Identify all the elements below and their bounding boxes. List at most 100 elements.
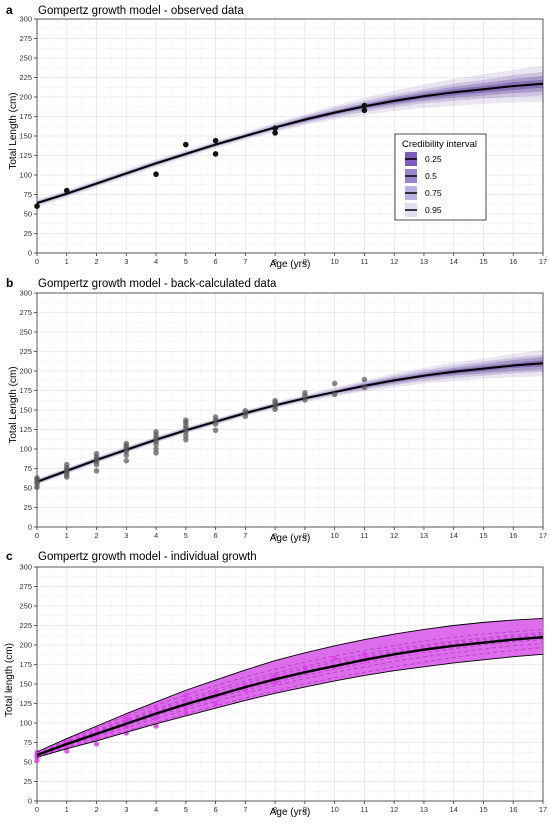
panel-c-x-tick-label: 7 <box>243 805 247 814</box>
panel-a-x-tick-label: 3 <box>124 257 128 266</box>
panel-a-x-tick-label: 13 <box>420 257 428 266</box>
panel-c-data-point <box>153 715 159 721</box>
panel-c-data-point <box>332 655 338 661</box>
panel-c-data-point <box>272 672 278 679</box>
panel-c-data-point <box>93 735 100 741</box>
panel-c-lower-curve <box>36 653 544 758</box>
panel-c-individual-curve <box>36 632 544 755</box>
panel-a-y-tick-label: 150 <box>19 132 32 141</box>
panel-a-x-tick-label: 10 <box>330 257 338 266</box>
panel-a-data-point <box>63 187 70 194</box>
legend-title: Credibility interval <box>402 139 477 150</box>
panel-a-y-tick-label: 50 <box>24 210 32 219</box>
panel-b-data-point <box>153 450 159 456</box>
panel-c-x-tick-label: 10 <box>330 805 338 814</box>
panel-a-x-tick-label: 17 <box>539 257 547 266</box>
panel-c-data-point <box>64 748 70 754</box>
panel-b-x-tick-label: 7 <box>243 531 247 540</box>
panel-b-data-point <box>212 421 219 427</box>
panel-a-growth-curve <box>36 82 544 205</box>
panel-a-y-tick-label: 250 <box>19 54 32 63</box>
panel-a-y-tick-label: 175 <box>19 112 32 121</box>
panel-a-x-tick-label: 16 <box>509 257 517 266</box>
panel-b-data-point <box>242 407 249 414</box>
panel-a-title: Gompertz growth model - observed data <box>38 5 244 17</box>
panel-a-x-tick-label: 1 <box>65 257 69 266</box>
panel-c-y-tick-label: 0 <box>28 797 32 806</box>
panel-b-y-tick-label: 275 <box>19 308 32 317</box>
panel-c-data-point <box>153 704 159 711</box>
panel-b-data-point <box>93 450 100 457</box>
panel-b-plot-area: 0 1 2 3 4 5 6 7 8 9 10 11 12 13 14 15 16 1702550751001251… <box>19 289 547 540</box>
panel-c-data-point <box>93 741 100 747</box>
panel-a-y-tick-label: 125 <box>19 151 32 160</box>
legend-label-095: 0.95 <box>425 205 442 215</box>
panel-a: a Gompertz growth model - observed data … <box>6 3 547 270</box>
panel-b-x-tick-label: 4 <box>154 531 158 540</box>
panel-b-x-tick-label: 6 <box>214 531 218 540</box>
panel-a-data-point <box>212 137 219 144</box>
legend-label-075: 0.75 <box>425 188 442 198</box>
panel-c-letter: c <box>6 549 13 563</box>
credibility-legend: Credibility interval 0.25 0.5 0.75 0.95 <box>394 133 487 221</box>
panel-c-upper-curve <box>36 618 544 753</box>
panel-b-data-point <box>34 475 40 481</box>
panel-a-y-tick-label: 225 <box>19 73 32 82</box>
panel-b-x-tick-label: 14 <box>450 531 458 540</box>
panel-b-x-tick-label: 9 <box>303 531 307 540</box>
panel-c-x-tick-label: 0 <box>35 805 39 814</box>
panel-c-plot-area: 0 1 2 3 4 5 6 7 8 9 10 11 12 13 14 15 16 1702550751001251… <box>19 563 547 814</box>
panel-a-panel-border <box>36 18 544 254</box>
panel-c-y-tick-label: 200 <box>19 641 32 650</box>
panel-c-x-tick-label: 12 <box>390 805 398 814</box>
panel-b-y-tick-label: 25 <box>24 503 32 512</box>
panel-c-individual-curve <box>36 628 544 754</box>
panel-c-data-point <box>183 693 189 699</box>
panel-b-growth-curve <box>36 362 544 483</box>
panel-b-data-point <box>153 446 159 452</box>
panel-a-x-tick-label: 12 <box>390 257 398 266</box>
panel-b-panel-border <box>36 292 544 528</box>
panel-c-x-tick-label: 16 <box>509 805 517 814</box>
panel-b-x-tick-label: 2 <box>94 531 98 540</box>
panel-c-panel-border <box>36 566 544 802</box>
panel-c-y-tick-label: 300 <box>19 563 32 572</box>
panel-a-y-tick-label: 100 <box>19 171 32 180</box>
panel-b-data-point <box>63 461 70 468</box>
legend-label-025: 0.25 <box>425 154 442 164</box>
panel-b-x-tick-label: 1 <box>65 531 69 540</box>
panel-b-x-tick-label: 8 <box>273 531 277 540</box>
panel-b-data-point <box>331 391 338 398</box>
panel-a-y-axis-label: Total Length (cm) <box>8 92 19 169</box>
panel-b-title: Gompertz growth model - back-calculated … <box>38 278 277 290</box>
panel-b-data-point <box>212 414 219 420</box>
panel-c-x-axis-label: Age (yrs) <box>270 807 311 818</box>
panel-c-y-tick-label: 275 <box>19 582 32 591</box>
panel-b-data-point <box>123 452 130 459</box>
panel-b: b Gompertz growth model - back-calculate… <box>6 276 547 544</box>
panel-c-x-tick-label: 14 <box>450 805 458 814</box>
panel-c-x-tick-label: 13 <box>420 805 428 814</box>
panel-c-x-tick-label: 4 <box>154 805 158 814</box>
panel-c-individual-curve <box>36 639 544 758</box>
panel-b-ci-band-095 <box>37 349 543 485</box>
panel-b-x-axis-label: Age (yrs) <box>270 533 311 544</box>
panel-c-x-tick-label: 1 <box>65 805 69 814</box>
panel-c-y-tick-label: 75 <box>24 738 32 747</box>
panel-a-data-point <box>34 203 40 209</box>
panel-c-y-tick-label: 50 <box>24 758 32 767</box>
panel-c-data-point <box>272 679 278 686</box>
panel-c-individual-curve <box>36 633 544 755</box>
panel-b-x-tick-label: 13 <box>420 531 428 540</box>
panel-a-letter: a <box>6 3 13 17</box>
panel-a-y-tick-label: 300 <box>19 15 32 24</box>
panel-a-x-tick-label: 9 <box>303 257 307 266</box>
panel-c-x-tick-label: 9 <box>303 805 307 814</box>
panel-b-x-tick-label: 11 <box>361 531 369 540</box>
panel-c-y-tick-label: 175 <box>19 660 32 669</box>
panel-b-y-tick-label: 250 <box>19 328 32 337</box>
panel-b-x-tick-label: 15 <box>479 531 487 540</box>
panel-a-x-tick-label: 4 <box>154 257 158 266</box>
panel-c-data-point <box>212 689 219 695</box>
